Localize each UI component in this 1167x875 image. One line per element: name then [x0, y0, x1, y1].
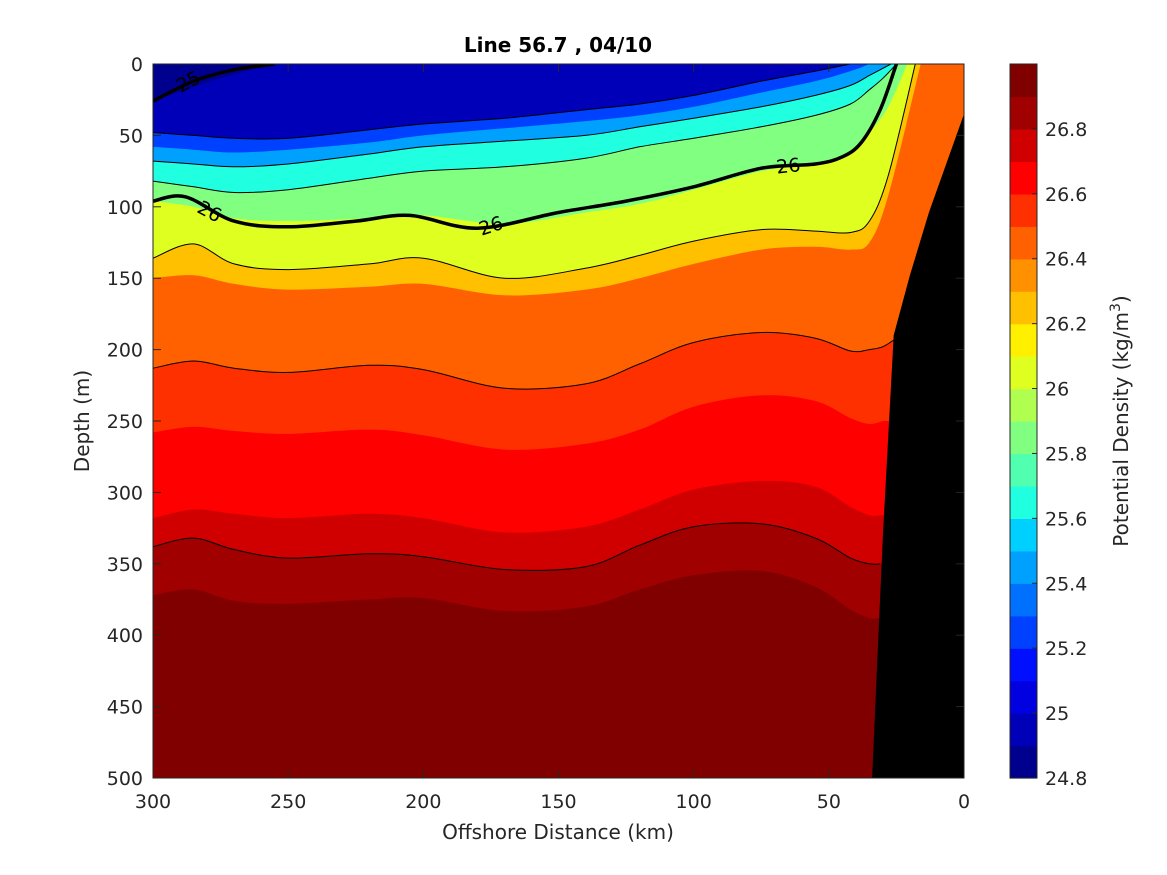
x-tick-label: 200 — [405, 791, 441, 813]
y-axis: 0 50 100 150 200 250 300 350 400 450 500 — [107, 54, 964, 790]
colorbar-swatch — [1010, 713, 1037, 747]
density-band — [153, 664, 964, 778]
colorbar-swatch — [1010, 226, 1037, 260]
bold-isopycnal-line — [153, 64, 275, 103]
x-tick-label: 150 — [540, 791, 576, 813]
colorbar-tick-label: 25.6 — [1045, 508, 1087, 530]
contour-label: 26 — [775, 154, 801, 178]
colorbar-label-sup: 3 — [1108, 303, 1124, 312]
x-tick-label: 250 — [270, 791, 306, 813]
density-bands — [153, 64, 964, 778]
colorbar-label-text: Potential Density (kg/m — [1109, 312, 1133, 547]
colorbar-swatch — [1010, 64, 1037, 98]
x-tick-label: 0 — [958, 791, 970, 813]
y-tick-label: 300 — [107, 482, 143, 504]
x-tick-label: 300 — [135, 791, 171, 813]
y-tick-label: 100 — [107, 197, 143, 219]
colorbar-tick-label: 25.8 — [1045, 443, 1087, 465]
colorbar-tick-label: 25.4 — [1045, 573, 1087, 595]
isopycnal-line — [153, 64, 892, 168]
colorbar-swatch — [1010, 388, 1037, 422]
colorbar-swatch — [1010, 518, 1037, 552]
isopycnal-line — [153, 64, 897, 194]
colorbar-label-close: ) — [1109, 295, 1133, 303]
isopycnal-line — [153, 522, 881, 571]
colorbar-swatch — [1010, 680, 1037, 714]
x-axis: 300 250 200 150 100 50 0 — [135, 64, 970, 813]
colorbar-swatch — [1010, 615, 1037, 649]
isopycnal-line — [153, 331, 897, 390]
bold-isopycnal-line — [153, 64, 899, 230]
colorbar-swatch — [1010, 291, 1037, 325]
isopycnal-lines — [153, 64, 916, 571]
y-tick-label: 150 — [107, 268, 143, 290]
colorbar-tick-label: 25 — [1045, 703, 1069, 725]
y-tick-label: 350 — [107, 554, 143, 576]
colorbar-swatch — [1010, 648, 1037, 682]
y-tick-label: 200 — [107, 340, 143, 362]
isopycnal-line — [153, 64, 916, 279]
colorbar-swatch — [1010, 161, 1037, 195]
x-axis-label: Offshore Distance (km) — [442, 820, 674, 844]
y-tick-label: 50 — [119, 125, 143, 147]
colorbar-swatch — [1010, 128, 1037, 162]
colorbar-swatch — [1010, 323, 1037, 357]
colorbar: 24.8 25 25.2 25.4 25.6 25.8 26 26.2 26.4 26.6 26.8 — [1009, 63, 1087, 790]
y-tick-label: 400 — [107, 625, 143, 647]
colorbar-swatch — [1010, 485, 1037, 519]
y-tick-label: 0 — [131, 54, 143, 76]
seafloor-polygon — [872, 114, 964, 778]
colorbar-swatch — [1010, 258, 1037, 292]
bathymetry — [872, 114, 964, 778]
colorbar-tick-label: 26 — [1045, 379, 1069, 401]
colorbar-tick-label: 25.2 — [1045, 638, 1087, 660]
x-tick-label: 100 — [676, 791, 712, 813]
colorbar-swatch — [1010, 745, 1037, 779]
y-tick-label: 250 — [107, 411, 143, 433]
colorbar-tick-label: 26.2 — [1045, 314, 1087, 336]
contour-label-text: 26 — [775, 154, 801, 178]
y-tick-label: 450 — [107, 697, 143, 719]
colorbar-swatch — [1010, 193, 1037, 227]
colorbar-swatch — [1010, 96, 1037, 130]
colorbar-swatch — [1010, 453, 1037, 487]
colorbar-tick-label: 26.6 — [1045, 184, 1087, 206]
colorbar-tick-label: 26.8 — [1045, 119, 1087, 141]
isopycnal-line — [153, 64, 851, 140]
colorbar-frame — [1009, 63, 1038, 779]
colorbar-swatch — [1010, 356, 1037, 390]
colorbar-swatch — [1010, 550, 1037, 584]
y-axis-label: Depth (m) — [70, 370, 94, 472]
labeled-isopycnal-lines — [153, 64, 899, 230]
colorbar-swatch — [1010, 421, 1037, 455]
x-tick-label: 50 — [817, 791, 841, 813]
colorbar-tick-label: 26.4 — [1045, 249, 1087, 271]
colorbar-label: Potential Density (kg/m3) — [1108, 295, 1133, 546]
colorbar-tick-label: 24.8 — [1045, 768, 1087, 790]
colorbar-swatch — [1010, 583, 1037, 617]
y-tick-label: 500 — [107, 768, 143, 790]
chart-title: Line 56.7 , 04/10 — [464, 33, 652, 57]
